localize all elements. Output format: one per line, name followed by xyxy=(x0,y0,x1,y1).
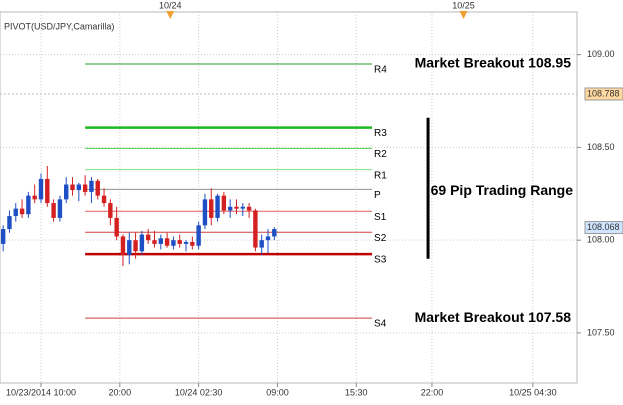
price-marker-label: 108.788 xyxy=(587,88,620,98)
candle-body xyxy=(133,240,138,252)
candle-body xyxy=(0,229,6,244)
date-marker-label: 10/24 xyxy=(159,0,182,10)
candle-body xyxy=(114,217,119,237)
candle-body xyxy=(227,206,233,211)
candle-body xyxy=(158,238,164,244)
annotation: 69 Pip Trading Range xyxy=(431,182,574,198)
candle-body xyxy=(57,199,63,218)
candle-body xyxy=(89,180,94,192)
candle-body xyxy=(240,206,245,209)
candle-body xyxy=(19,208,25,215)
candle-body xyxy=(26,195,31,215)
candle-body xyxy=(7,216,12,230)
candle-body xyxy=(253,210,258,248)
candle-body xyxy=(108,203,113,218)
candle-body xyxy=(272,229,277,237)
candle-body xyxy=(171,240,176,246)
candle-body xyxy=(196,225,201,246)
candle-body xyxy=(32,195,37,200)
candle-body xyxy=(64,184,69,200)
candle-body xyxy=(76,184,82,191)
candle-body xyxy=(246,206,252,211)
candle-body xyxy=(139,234,145,252)
candle-body xyxy=(215,195,220,218)
candle-body xyxy=(259,240,264,248)
candle-body xyxy=(38,178,44,200)
price-marker xyxy=(584,87,623,101)
date-marker xyxy=(459,11,468,19)
candle-body xyxy=(101,195,107,204)
pivot-label: S3 xyxy=(374,255,387,266)
pivot-label: S4 xyxy=(374,319,387,330)
x-tick-label: 20:00 xyxy=(109,387,132,397)
candle-body xyxy=(95,180,100,196)
y-tick-label: 108.00 xyxy=(587,235,615,245)
price-marker-label: 108.068 xyxy=(587,222,620,232)
x-tick-label: 10/25 04:30 xyxy=(509,387,557,397)
candle-body xyxy=(202,199,208,226)
pivot-label: S1 xyxy=(374,212,387,223)
candle-body xyxy=(127,240,132,256)
candle-body xyxy=(164,238,170,246)
candle-body xyxy=(120,236,126,256)
candle-body xyxy=(82,184,88,192)
candle-body xyxy=(152,240,157,244)
x-tick-label: 10/23/2014 10:00 xyxy=(6,387,76,397)
candle-body xyxy=(221,195,227,211)
candle-body xyxy=(177,240,182,244)
candle-body xyxy=(265,236,271,241)
x-tick-label: 10/24 02:30 xyxy=(175,387,223,397)
pivot-label: R2 xyxy=(374,149,387,160)
x-tick-label: 22:00 xyxy=(421,387,444,397)
pivot-label: P xyxy=(374,190,381,201)
pivot-label: R4 xyxy=(374,65,387,76)
date-marker xyxy=(166,11,175,19)
candle-body xyxy=(183,242,189,244)
candle-body xyxy=(190,242,195,246)
pivot-label: R1 xyxy=(374,170,387,181)
plot-frame xyxy=(0,11,578,384)
y-tick-label: 107.50 xyxy=(587,327,615,337)
price-marker xyxy=(584,221,623,235)
annotation: Market Breakout 107.58 xyxy=(415,309,572,325)
candle-body xyxy=(70,184,75,191)
pivot-label: R3 xyxy=(374,128,387,139)
candle-body xyxy=(13,208,18,217)
date-marker-label: 10/25 xyxy=(452,0,475,10)
x-tick-label: 09:00 xyxy=(266,387,289,397)
x-tick-label: 15:30 xyxy=(345,387,368,397)
annotation: Market Breakout 108.95 xyxy=(415,55,572,71)
y-tick-label: 109.00 xyxy=(587,49,615,59)
candle-body xyxy=(234,206,239,209)
candle-body xyxy=(51,203,56,218)
candle-body xyxy=(209,199,214,218)
candle-body xyxy=(145,234,151,241)
candle-body xyxy=(45,178,50,204)
pivot-label: S2 xyxy=(374,233,387,244)
y-tick-label: 108.50 xyxy=(587,142,615,152)
chart-title: PIVOT(USD/JPY,Camarilla) xyxy=(4,21,114,31)
